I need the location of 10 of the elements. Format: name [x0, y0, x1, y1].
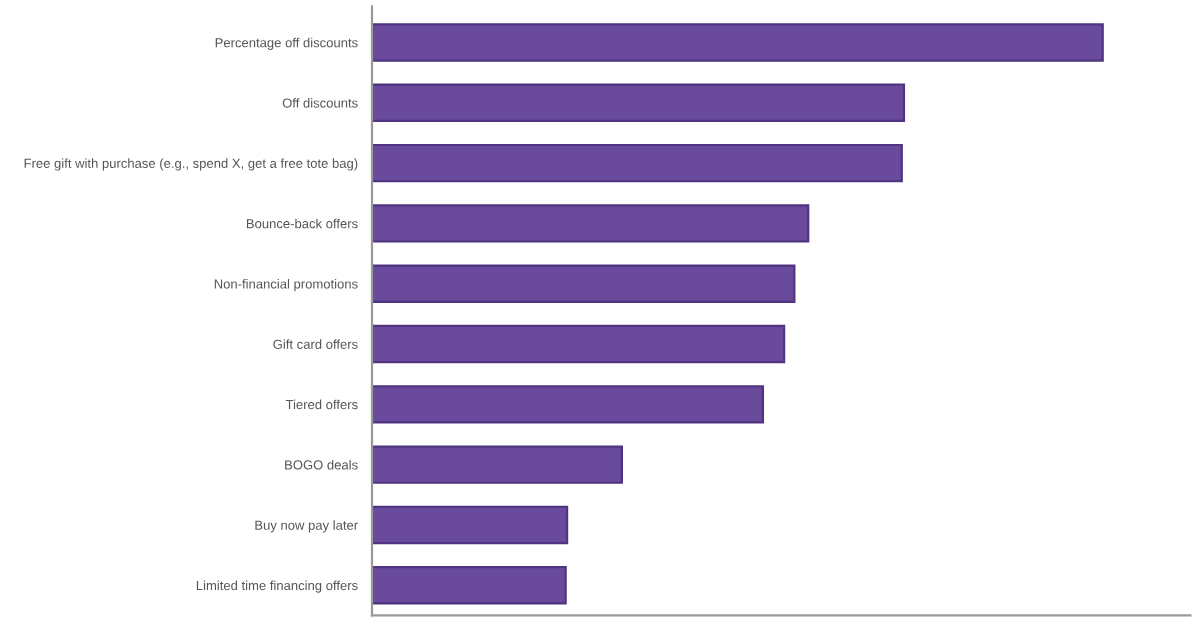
- bar: [372, 23, 1104, 62]
- bar: [372, 324, 786, 364]
- bar: [372, 264, 796, 303]
- bar: [372, 505, 569, 545]
- bar: [372, 204, 810, 243]
- bar: [372, 445, 624, 484]
- bar: [372, 143, 903, 183]
- bar: [372, 83, 906, 122]
- bar: [372, 566, 567, 605]
- bar: [372, 385, 765, 424]
